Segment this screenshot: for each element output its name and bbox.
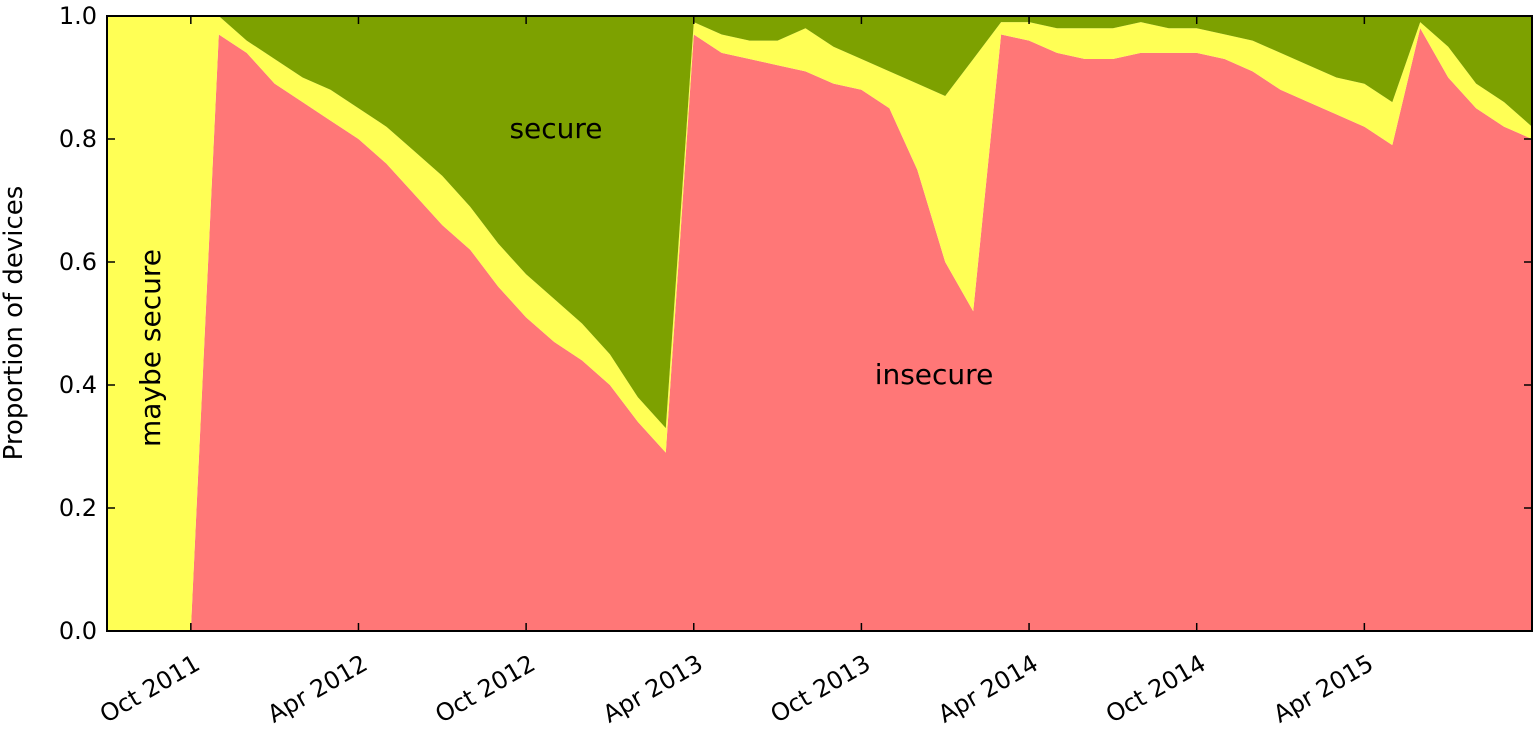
y-tick-label: 0.6 xyxy=(59,248,97,276)
x-tick-label: Apr 2012 xyxy=(263,649,372,728)
x-tick-label: Oct 2014 xyxy=(1101,649,1210,728)
x-tick-label: Oct 2013 xyxy=(766,649,875,728)
y-tick-label: 0.8 xyxy=(59,125,97,153)
y-tick-label: 0.0 xyxy=(59,617,97,645)
x-tick-label: Oct 2012 xyxy=(430,649,539,728)
x-tick-label: Apr 2015 xyxy=(1269,649,1378,728)
x-tick-label: Apr 2013 xyxy=(598,649,707,728)
area-insecure xyxy=(107,28,1532,632)
plot-areas xyxy=(107,16,1532,632)
annotation-insecure: insecure xyxy=(875,358,994,391)
y-axis-label: Proportion of devices xyxy=(0,186,29,461)
y-axis: 0.0 0.2 0.4 0.6 0.8 1.0 xyxy=(59,2,1532,645)
x-tick-label: Oct 2011 xyxy=(95,649,204,728)
annotation-maybe-secure: maybe secure xyxy=(134,249,167,447)
y-tick-label: 1.0 xyxy=(59,2,97,30)
plot-frame xyxy=(106,15,1533,632)
area-secure xyxy=(107,16,1532,429)
x-tick-label: Apr 2014 xyxy=(933,649,1042,728)
annotation-secure: secure xyxy=(509,112,602,145)
y-tick-label: 0.2 xyxy=(59,494,97,522)
y-tick-label: 0.4 xyxy=(59,371,97,399)
